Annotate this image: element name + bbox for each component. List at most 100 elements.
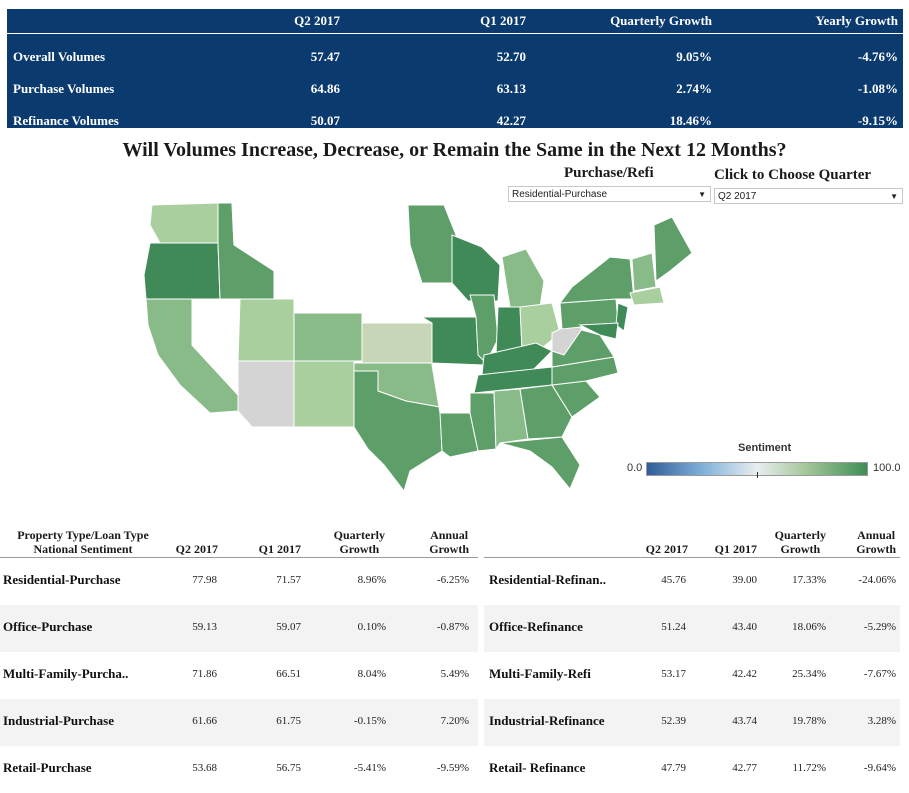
row-q1: 71.57 [276, 574, 301, 586]
state-iowa[interactable] [411, 282, 471, 318]
table-row[interactable]: Residential-Refinan.. 45.76 39.00 17.33%… [484, 558, 900, 605]
legend-max-label: 100.0 [873, 462, 901, 474]
row-q1: 39.00 [732, 574, 757, 586]
us-map-svg [143, 202, 693, 493]
state-mississippi[interactable] [469, 392, 497, 452]
summary-cell-yearly-growth: -4.76% [857, 49, 898, 64]
table-row[interactable]: Multi-Family-Purcha.. 71.86 66.51 8.04% … [0, 652, 478, 699]
purchase-refi-label: Purchase/Refi [564, 165, 654, 181]
state-montana[interactable] [231, 202, 363, 258]
state-new-mexico[interactable] [293, 360, 355, 428]
row-q1: 56.75 [276, 762, 301, 774]
table-row[interactable]: Office-Purchase 59.13 59.07 0.10% -0.87% [0, 605, 478, 652]
summary-row-refinance[interactable]: Refinance Volumes 50.07 42.27 18.46% -9.… [7, 109, 903, 133]
header-line: Growth [339, 542, 380, 556]
row-q1: 42.42 [732, 668, 757, 680]
summary-header-yearly-growth: Yearly Growth [815, 13, 898, 28]
summary-row-overall[interactable]: Overall Volumes 57.47 52.70 9.05% -4.76% [7, 45, 903, 69]
row-q2: 53.17 [661, 668, 686, 680]
summary-row-purchase[interactable]: Purchase Volumes 64.86 63.13 2.74% -1.08… [7, 77, 903, 101]
us-sentiment-map[interactable] [140, 195, 710, 495]
quarter-value: Q2 2017 [718, 191, 757, 202]
summary-row-label: Refinance Volumes [13, 113, 119, 128]
purchase-refi-dropdown[interactable]: Residential-Purchase ▼ [508, 186, 711, 202]
state-michigan[interactable] [501, 248, 545, 308]
table-row[interactable]: Industrial-Purchase 61.66 61.75 -0.15% 7… [0, 699, 478, 746]
row-quarterly-growth: 8.04% [357, 668, 386, 680]
summary-row-label: Overall Volumes [13, 49, 106, 64]
summary-cell-quarterly-growth: 2.74% [676, 81, 712, 96]
table-row[interactable]: Multi-Family-Refi 53.17 42.42 25.34% -7.… [484, 652, 900, 699]
row-q1: 61.75 [276, 715, 301, 727]
row-annual-growth: -9.64% [863, 762, 896, 774]
state-utah[interactable] [237, 298, 295, 362]
header-line: Growth [429, 542, 469, 556]
summary-cell-q1: 63.13 [496, 81, 526, 96]
summary-cell-quarterly-growth: 9.05% [676, 49, 712, 64]
state-louisiana[interactable] [439, 412, 479, 458]
state-washington[interactable] [149, 202, 219, 244]
header-divider [484, 557, 900, 558]
legend-title: Sentiment [738, 442, 792, 454]
state-kentucky[interactable] [481, 342, 553, 376]
table-row[interactable]: Industrial-Refinance 52.39 43.74 19.78% … [484, 699, 900, 746]
state-alabama[interactable] [493, 388, 529, 451]
table-row[interactable]: Retail-Purchase 53.68 56.75 -5.41% -9.59… [0, 746, 478, 793]
state-new-jersey[interactable] [615, 302, 629, 332]
state-colorado[interactable] [293, 312, 363, 362]
state-wisconsin[interactable] [451, 234, 501, 302]
row-q1: 43.40 [732, 621, 757, 633]
state-vermont-nh[interactable] [631, 252, 657, 292]
row-name: Industrial-Purchase [3, 713, 114, 728]
row-name: Industrial-Refinance [489, 713, 605, 728]
row-annual-growth: 3.28% [867, 715, 896, 727]
header-line: Annual [857, 528, 896, 542]
row-name: Retail- Refinance [489, 760, 586, 775]
state-maine[interactable] [653, 216, 693, 282]
summary-cell-q2: 50.07 [310, 113, 340, 128]
state-new-york[interactable] [558, 256, 635, 304]
state-maryland[interactable] [578, 322, 619, 340]
state-florida[interactable] [499, 436, 581, 490]
table-row[interactable]: Retail- Refinance 47.79 42.77 11.72% -9.… [484, 746, 900, 793]
row-q2: 71.86 [192, 668, 217, 680]
state-kansas[interactable] [361, 322, 433, 364]
state-minnesota[interactable] [407, 204, 457, 284]
header-divider [0, 557, 478, 558]
state-arizona[interactable] [237, 360, 295, 428]
state-arkansas[interactable] [431, 364, 477, 414]
summary-header-q1: Q1 2017 [480, 13, 526, 28]
row-quarterly-growth: 25.34% [792, 668, 826, 680]
row-quarterly-growth: 11.72% [792, 762, 826, 774]
row-annual-growth: -0.87% [436, 621, 469, 633]
header-property-type: Property Type/Loan Type National Sentime… [8, 528, 158, 556]
state-ohio[interactable] [519, 302, 561, 354]
summary-cell-yearly-growth: -9.15% [857, 113, 898, 128]
row-quarterly-growth: 19.78% [792, 715, 826, 727]
row-annual-growth: -24.06% [858, 574, 896, 586]
row-name: Multi-Family-Purcha.. [3, 666, 129, 681]
state-oregon[interactable] [143, 242, 221, 300]
state-georgia[interactable] [519, 384, 573, 440]
table-row[interactable]: Office-Refinance 51.24 43.40 18.06% -5.2… [484, 605, 900, 652]
header-q1: Q1 2017 [714, 542, 757, 556]
summary-cell-q2: 57.47 [310, 49, 340, 64]
map-title: Will Volumes Increase, Decrease, or Rema… [122, 139, 787, 161]
row-quarterly-growth: -0.15% [353, 715, 386, 727]
row-q1: 42.77 [732, 762, 757, 774]
state-new-england[interactable] [629, 286, 665, 306]
row-q2: 77.98 [192, 574, 217, 586]
row-annual-growth: -7.67% [863, 668, 896, 680]
row-q2: 61.66 [192, 715, 217, 727]
header-q1: Q1 2017 [258, 542, 301, 556]
header-q2: Q2 2017 [645, 542, 688, 556]
row-q2: 51.24 [661, 621, 686, 633]
summary-cell-q2: 64.86 [310, 81, 340, 96]
header-line: Quarterly [774, 528, 826, 542]
row-q2: 45.76 [661, 574, 686, 586]
summary-header-row: Q2 2017 Q1 2017 Quarterly Growth Yearly … [7, 9, 903, 34]
state-texas[interactable] [353, 370, 443, 493]
header-line: Annual [430, 528, 469, 542]
table-row[interactable]: Residential-Purchase 77.98 71.57 8.96% -… [0, 558, 478, 605]
quarter-dropdown[interactable]: Q2 2017 ▼ [714, 188, 903, 204]
